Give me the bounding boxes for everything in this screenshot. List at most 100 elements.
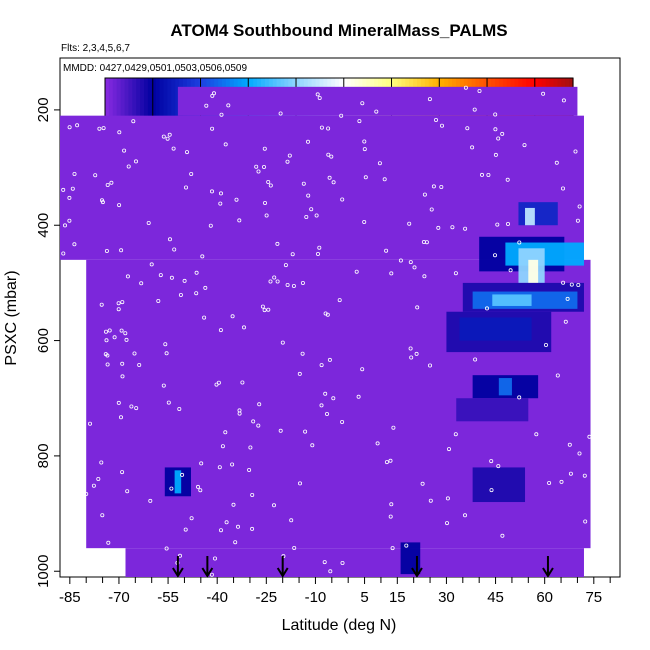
sample-marker	[505, 221, 510, 226]
colorbar-segment	[112, 78, 118, 118]
sample-marker	[567, 442, 572, 447]
sample-marker	[300, 351, 305, 356]
x-tick-label: -25	[255, 589, 277, 606]
sample-marker	[99, 302, 104, 307]
sample-marker	[177, 553, 182, 558]
y-axis-label: PSXC (mbar)	[3, 270, 20, 365]
sample-marker	[169, 486, 174, 491]
sample-marker	[377, 161, 382, 166]
sample-marker	[235, 524, 240, 529]
sample-marker	[209, 572, 214, 577]
sample-marker	[384, 460, 389, 465]
heatmap-cell	[528, 259, 539, 283]
sample-marker	[275, 279, 280, 284]
sample-marker	[125, 274, 130, 279]
sample-marker	[587, 434, 592, 439]
sample-marker	[389, 502, 394, 507]
sample-marker	[219, 112, 224, 117]
sample-marker	[129, 404, 134, 409]
sample-marker	[67, 125, 72, 130]
sample-marker	[165, 136, 170, 141]
sample-marker	[189, 516, 194, 521]
heatmap-cell	[525, 207, 535, 226]
sample-marker	[363, 175, 368, 180]
colorbar-segment	[147, 78, 153, 118]
sample-marker	[303, 429, 308, 434]
sample-marker	[203, 285, 208, 290]
sample-marker	[310, 443, 315, 448]
sample-marker	[317, 245, 322, 250]
sample-marker	[450, 225, 455, 230]
sample-marker	[496, 136, 501, 141]
heatmap-cell	[472, 467, 526, 503]
sample-marker	[283, 263, 288, 268]
sample-marker	[360, 367, 365, 372]
sample-marker	[444, 521, 449, 526]
sample-marker	[266, 307, 271, 312]
sample-marker	[195, 484, 200, 489]
sample-marker	[404, 543, 409, 548]
sample-marker	[103, 352, 108, 357]
sample-marker	[415, 305, 420, 310]
sample-marker	[184, 150, 189, 155]
sample-marker	[362, 219, 367, 224]
sample-marker	[166, 400, 171, 405]
sample-marker	[508, 268, 513, 273]
sample-marker	[300, 280, 305, 285]
sample-marker	[272, 275, 277, 280]
sample-marker	[319, 363, 324, 368]
sample-marker	[247, 467, 252, 472]
sample-marker	[104, 329, 109, 334]
sample-marker	[493, 112, 498, 117]
colorbar-segment	[128, 78, 133, 118]
sample-marker	[500, 533, 505, 538]
sample-marker	[177, 406, 182, 411]
sample-marker	[119, 328, 124, 333]
sample-marker	[428, 498, 433, 503]
sample-marker	[412, 265, 417, 270]
sample-marker	[470, 145, 475, 150]
sample-marker	[582, 473, 587, 478]
sample-marker	[374, 109, 379, 114]
sample-marker	[331, 396, 336, 401]
sample-marker	[167, 132, 172, 137]
sample-marker	[132, 351, 137, 356]
x-tick-label: -40	[206, 589, 228, 606]
sample-marker	[561, 280, 566, 285]
sample-marker	[323, 311, 328, 316]
sample-marker	[230, 462, 235, 467]
colorbar-segment	[175, 78, 180, 118]
sample-marker	[156, 298, 161, 303]
sample-marker	[327, 175, 332, 180]
sample-marker	[218, 328, 223, 333]
sample-marker	[297, 481, 302, 486]
sample-marker	[194, 291, 199, 296]
sample-marker	[126, 164, 131, 169]
sample-marker	[568, 471, 573, 476]
sample-marker	[554, 160, 559, 165]
sample-marker	[169, 275, 174, 280]
sample-marker	[573, 149, 578, 154]
sample-marker	[301, 181, 306, 186]
sample-marker	[268, 279, 273, 284]
sample-marker	[339, 113, 344, 118]
sample-marker	[569, 282, 574, 287]
sample-marker	[241, 325, 246, 330]
sample-marker	[362, 147, 367, 152]
sample-marker	[182, 278, 187, 283]
x-tick-label: 5	[360, 589, 368, 606]
chart-title: ATOM4 Southbound MineralMass_PALMS	[170, 21, 507, 40]
flight-arrow-head	[276, 567, 289, 578]
sample-marker	[486, 172, 491, 177]
sample-marker	[453, 271, 458, 276]
sample-marker	[414, 351, 419, 356]
x-axis: -85 -70 -55 -40 -25 -10 5 15 30 45 60 75	[59, 577, 611, 606]
sample-marker	[422, 192, 427, 197]
sample-marker	[375, 441, 380, 446]
sample-marker	[119, 248, 124, 253]
sample-marker	[477, 89, 482, 94]
sample-marker	[287, 153, 292, 158]
sample-marker	[291, 283, 296, 288]
sample-marker	[489, 488, 494, 493]
